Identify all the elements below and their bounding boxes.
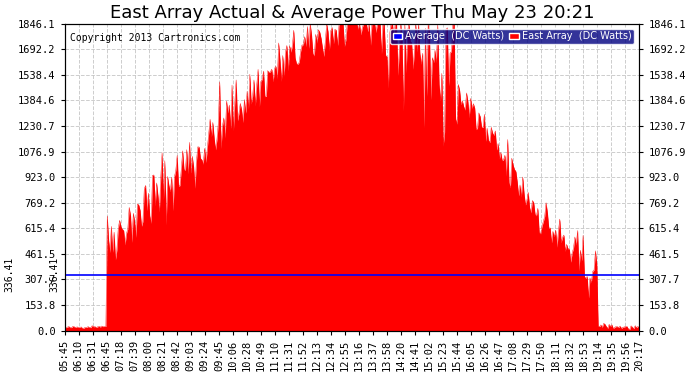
- Text: Copyright 2013 Cartronics.com: Copyright 2013 Cartronics.com: [70, 33, 241, 43]
- Legend: Average  (DC Watts), East Array  (DC Watts): Average (DC Watts), East Array (DC Watts…: [390, 28, 634, 44]
- Title: East Array Actual & Average Power Thu May 23 20:21: East Array Actual & Average Power Thu Ma…: [110, 4, 594, 22]
- Text: 336.41: 336.41: [4, 257, 14, 292]
- Text: 336.41: 336.41: [49, 257, 59, 292]
